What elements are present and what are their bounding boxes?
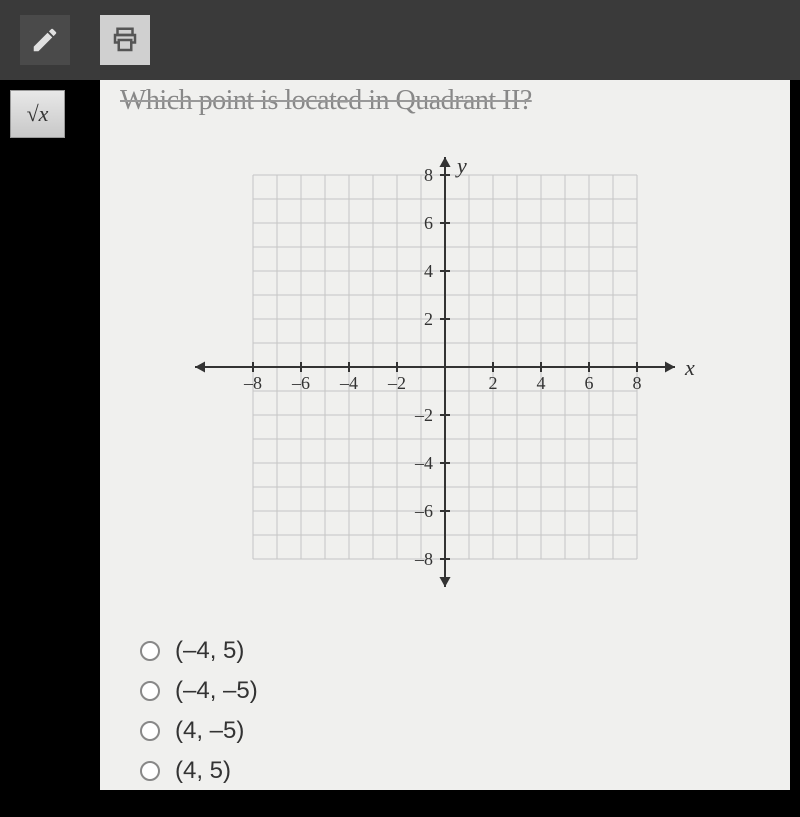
radio-icon <box>140 681 160 701</box>
pencil-tool-button[interactable] <box>20 15 70 65</box>
svg-text:y: y <box>455 153 467 178</box>
printer-tool-button[interactable] <box>100 15 150 65</box>
svg-text:4: 4 <box>537 373 546 393</box>
svg-text:–2: –2 <box>414 405 433 425</box>
svg-text:–6: –6 <box>414 501 433 521</box>
svg-text:4: 4 <box>424 261 433 281</box>
svg-text:6: 6 <box>585 373 594 393</box>
svg-text:8: 8 <box>633 373 642 393</box>
radio-icon <box>140 721 160 741</box>
answer-label: (–4, –5) <box>175 677 258 705</box>
answer-option-c[interactable]: (4, –5) <box>140 717 750 745</box>
svg-text:6: 6 <box>424 213 433 233</box>
pencil-icon <box>30 25 60 55</box>
answer-label: (–4, 5) <box>175 637 244 665</box>
content-panel: Which point is located in Quadrant II? –… <box>100 80 790 790</box>
answer-list: (–4, 5) (–4, –5) (4, –5) (4, 5) <box>100 617 790 817</box>
sqrt-label: √x <box>27 101 49 127</box>
answer-label: (4, –5) <box>175 717 244 745</box>
question-text: Which point is located in Quadrant II? <box>100 80 790 127</box>
svg-text:–4: –4 <box>414 453 433 473</box>
radio-icon <box>140 641 160 661</box>
answer-option-a[interactable]: (–4, 5) <box>140 637 750 665</box>
svg-text:8: 8 <box>424 165 433 185</box>
coordinate-plane-chart: –8 –6 –4 –2 2 4 6 8 –8 –6 –4 –2 2 4 6 8 x y <box>185 147 705 607</box>
svg-text:2: 2 <box>489 373 498 393</box>
svg-text:–2: –2 <box>387 373 406 393</box>
svg-text:–4: –4 <box>339 373 358 393</box>
top-toolbar <box>0 0 800 80</box>
svg-text:–8: –8 <box>414 549 433 569</box>
svg-text:–6: –6 <box>291 373 310 393</box>
answer-option-b[interactable]: (–4, –5) <box>140 677 750 705</box>
answer-label: (4, 5) <box>175 757 231 785</box>
svg-text:2: 2 <box>424 309 433 329</box>
sqrt-tool-button[interactable]: √x <box>10 90 65 138</box>
printer-icon <box>110 25 140 55</box>
answer-option-d[interactable]: (4, 5) <box>140 757 750 785</box>
svg-text:–8: –8 <box>243 373 262 393</box>
svg-text:x: x <box>684 355 695 380</box>
radio-icon <box>140 761 160 781</box>
